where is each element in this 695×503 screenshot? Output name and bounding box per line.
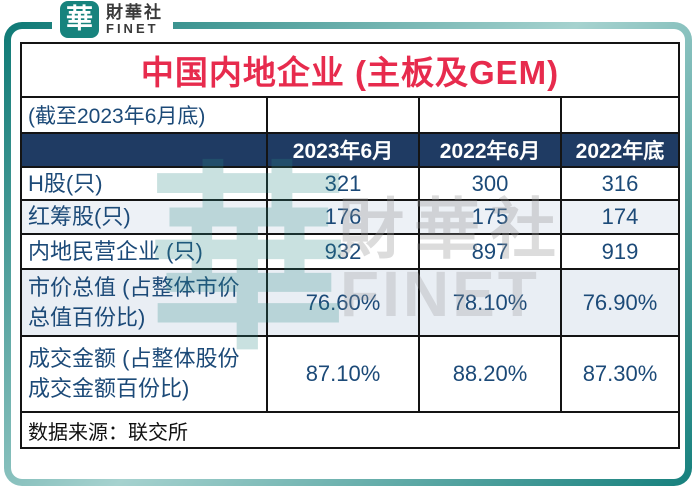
cell-value: 87.10% [266,335,420,413]
empty-cell [418,96,562,134]
row-label: 市价总值 (占整体市价总值百份比) [20,268,268,337]
cell-value: 897 [418,233,562,270]
cell-value: 932 [266,233,420,270]
as-of-date-label: (截至2023年6月底) [28,105,206,128]
data-table: 中国内地企业 (主板及GEM) (截至2023年6月底) 2023年6月 202… [19,42,681,449]
table-subtitle-cell: (截至2023年6月底) [20,96,268,134]
table-row-red-chips: 红筹股(只) 176 175 174 [20,199,681,235]
table-title-cell: 中国内地企业 (主板及GEM) [19,42,681,98]
cell-value: 76.90% [559,268,681,337]
cell-value: 88.20% [418,335,562,413]
cell-value: 78.10% [418,268,562,337]
finet-logo: 華 財華社 FINET [52,1,173,38]
header-empty-cell [20,132,268,168]
empty-cell [559,96,681,134]
column-header-2022-end: 2022年底 [559,132,681,168]
logo-name-en: FINET [106,21,159,37]
data-table-wrapper: 中国内地企业 (主板及GEM) (截至2023年6月底) 2023年6月 202… [19,42,681,449]
table-row-private-enterprises: 内地民营企业 (只) 932 897 919 [20,233,681,270]
table-subtitle-row: (截至2023年6月底) [20,96,681,134]
cell-value: 175 [418,199,562,235]
cell-value: 174 [559,199,681,235]
empty-cell [266,96,420,134]
row-label: 内地民营企业 (只) [20,233,268,270]
column-header-2023-jun: 2023年6月 [266,132,420,168]
row-label: 红筹股(只) [20,199,268,235]
cell-value: 76.60% [266,268,420,337]
table-header-row: 2023年6月 2022年6月 2022年底 [20,132,681,168]
row-label: 成交金额 (占整体股份成交金额百份比) [20,335,268,413]
cell-value: 321 [266,166,420,201]
table-row-turnover: 成交金额 (占整体股份成交金额百份比) 87.10% 88.20% 87.30% [20,335,681,413]
table-row-h-shares: H股(只) 321 300 316 [20,166,681,201]
data-source-label: 数据来源：联交所 [19,411,681,449]
table-source-row: 数据来源：联交所 [19,411,681,449]
logo-name-zh: 財華社 [106,2,163,22]
cell-value: 300 [418,166,562,201]
cell-value: 176 [266,199,420,235]
cell-value: 919 [559,233,681,270]
table-row-market-cap: 市价总值 (占整体市价总值百份比) 76.60% 78.10% 76.90% [20,268,681,337]
cell-value: 316 [559,166,681,201]
table-title-row: 中国内地企业 (主板及GEM) [19,42,681,98]
finet-logo-text: 財華社 FINET [106,3,163,37]
column-header-2022-jun: 2022年6月 [418,132,562,168]
row-label: H股(只) [20,166,268,201]
cell-value: 87.30% [559,335,681,413]
finet-logo-icon: 華 [60,1,99,38]
page-title: 中国内地企业 (主板及GEM) [140,54,560,91]
